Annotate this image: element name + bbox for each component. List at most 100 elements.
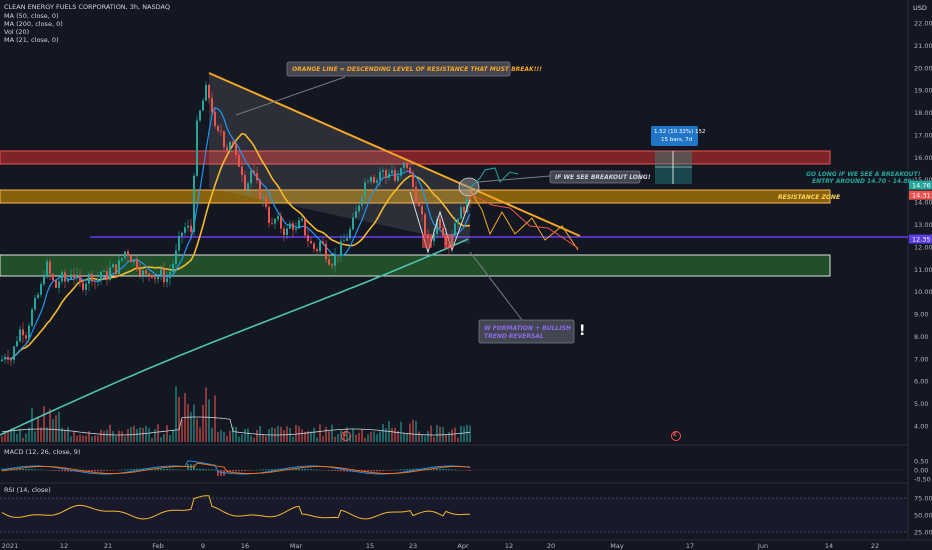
rsi-line — [1, 495, 470, 520]
annotation-exclaim: ! — [579, 323, 586, 339]
candle-body-33 — [100, 271, 102, 279]
candle-body-44 — [133, 259, 135, 263]
volume-bar-10 — [31, 407, 33, 442]
macd-hist-151 — [454, 469, 456, 471]
annotation-go-long-2: ENTRY AROUND 14.70 - 14.80! — [812, 178, 915, 185]
rsi-pane — [0, 495, 908, 533]
volume-bar-110 — [331, 424, 333, 442]
macd-hist-8 — [25, 468, 27, 471]
volume-bar-117 — [352, 428, 354, 442]
macd-hist-135 — [406, 469, 408, 471]
y-tick-3: 19.00 — [914, 87, 932, 95]
target-info-box[interactable] — [651, 126, 698, 146]
candle-body-32 — [97, 278, 99, 282]
y-tick-4: 18.00 — [914, 109, 932, 117]
macd-hist-34 — [103, 470, 105, 472]
macd-hist-73 — [220, 470, 222, 476]
candle-body-135 — [406, 162, 408, 168]
callout-box-orange[interactable] — [286, 61, 511, 77]
macd-hist-69 — [208, 469, 210, 471]
candle-body-98 — [295, 228, 297, 230]
macd-hist-62 — [187, 464, 189, 471]
indicator-ma50[interactable]: MA (50, close, 0) — [4, 12, 59, 20]
target-box[interactable] — [655, 151, 692, 184]
rsi-label[interactable]: RSI (14, close) — [4, 486, 51, 494]
earnings-marker-2[interactable] — [671, 431, 681, 441]
volume-bar-126 — [379, 431, 381, 442]
volume-bar-81 — [244, 429, 246, 442]
volume-bar-107 — [322, 436, 324, 442]
candle-body-57 — [172, 263, 174, 272]
volume-bar-31 — [94, 435, 96, 442]
indicator-ma200[interactable]: MA (200, close, 0) — [4, 20, 63, 28]
volume-bar-82 — [247, 428, 249, 442]
macd-hist-144 — [433, 468, 435, 471]
macd-hist-51 — [154, 468, 156, 471]
indicator-vol[interactable]: Vol (20) — [4, 28, 30, 36]
candle-body-60 — [181, 232, 183, 237]
price-tag-bg-0 — [909, 180, 932, 190]
volume-bar-9 — [28, 427, 30, 442]
volume-bar-23 — [70, 436, 72, 442]
candle-body-72 — [217, 125, 219, 131]
candle-body-29 — [88, 273, 90, 284]
descending-trendline[interactable] — [208, 72, 581, 237]
breakout-circle[interactable] — [458, 177, 480, 197]
candle-body-69 — [208, 85, 210, 99]
candle-body-17 — [52, 273, 54, 281]
volume-bar-54 — [163, 434, 165, 442]
candle-body-118 — [355, 211, 357, 218]
candle-body-107 — [322, 241, 324, 244]
macd-hist-145 — [436, 468, 438, 471]
volume-bar-28 — [85, 435, 87, 442]
candle-body-91 — [274, 219, 276, 224]
candle-body-106 — [319, 241, 321, 252]
candle-body-9 — [28, 325, 30, 339]
macd-hist-114 — [343, 470, 345, 472]
candle-body-108 — [325, 243, 327, 260]
macd-hist-98 — [295, 468, 297, 471]
candle-body-86 — [259, 180, 261, 200]
candle-body-23 — [70, 274, 72, 279]
macd-hist-21 — [64, 470, 66, 472]
candle-body-62 — [187, 225, 189, 228]
red-resistance-zone[interactable] — [0, 150, 831, 165]
volume-bar-12 — [37, 417, 39, 442]
volume-bar-42 — [127, 428, 129, 442]
macd-hist-143 — [430, 468, 432, 471]
macd-hist-72 — [217, 470, 219, 476]
candle-body-112 — [337, 255, 339, 257]
callout-box-breakout[interactable] — [549, 170, 641, 184]
callout-box-w[interactable] — [478, 319, 575, 344]
macd-hist-94 — [283, 468, 285, 471]
macd-hist-14 — [43, 469, 45, 471]
indicator-ma21[interactable]: MA (21, close, 0) — [4, 36, 59, 44]
candle-body-71 — [214, 112, 216, 126]
green-support-zone[interactable] — [0, 254, 831, 277]
candle-body-92 — [277, 216, 279, 220]
macd-hist-58 — [175, 469, 177, 471]
macd-hist-12 — [37, 469, 39, 471]
w-formation-path[interactable] — [409, 191, 471, 254]
volume-bar-20 — [61, 427, 63, 442]
volume-bar-102 — [307, 431, 309, 442]
candle-body-126 — [379, 171, 381, 181]
earnings-marker-1[interactable] — [341, 431, 351, 441]
candle-body-19 — [58, 281, 60, 288]
candle-body-145 — [436, 219, 438, 234]
volume-bar-128 — [385, 427, 387, 442]
candle-body-14 — [43, 277, 45, 285]
macd-hist-88 — [265, 469, 267, 471]
rsi-tick-0: 75.00 — [914, 495, 932, 503]
volume-bar-90 — [271, 427, 273, 442]
macd-hist-140 — [421, 468, 423, 471]
macd-label[interactable]: MACD (12, 26, close, 9) — [4, 448, 81, 456]
volume-bar-62 — [187, 404, 189, 442]
volume-bar-106 — [319, 424, 321, 442]
volume-bar-41 — [124, 436, 126, 442]
triangle-shade — [209, 73, 470, 244]
candle-body-0 — [1, 359, 3, 362]
volume-bar-46 — [139, 427, 141, 442]
volume-bar-32 — [97, 435, 99, 442]
